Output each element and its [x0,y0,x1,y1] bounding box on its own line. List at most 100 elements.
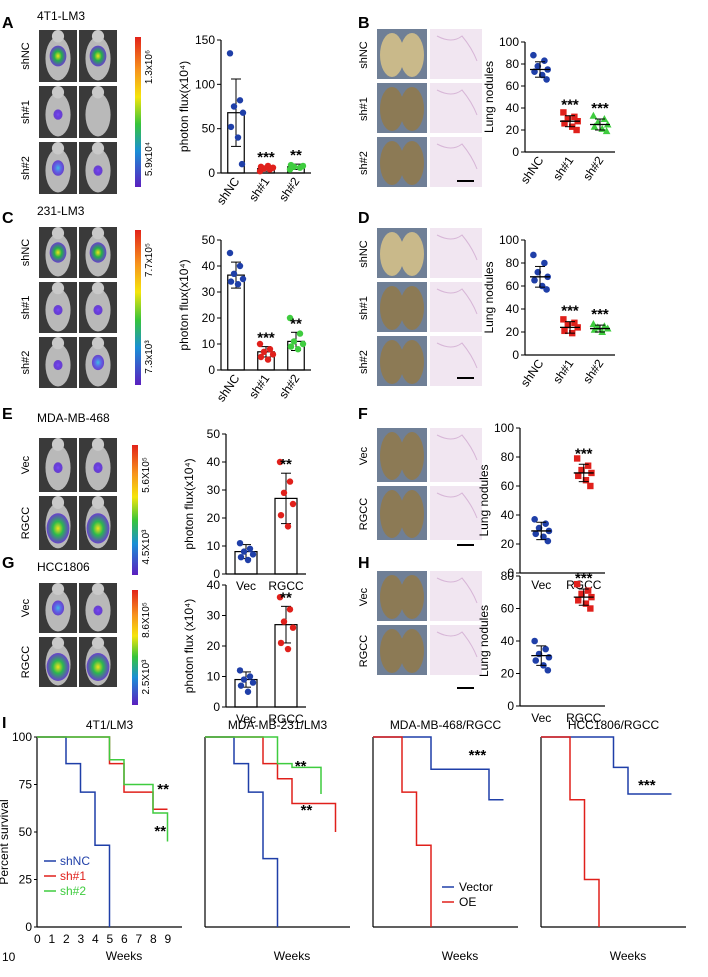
chart-title: MDA-MB-231/LM3 [228,718,328,732]
y-tick-label: 60 [501,602,515,616]
mouse-head [51,438,65,451]
colorbar-max: 7.7x10⁵ [144,243,155,277]
data-point [269,164,277,171]
mouse-head [51,337,65,350]
x-tick-label: 10 [2,950,16,964]
group-label-Vec: Vec [20,455,32,474]
histology-texture [436,234,478,261]
legend-label: sh#1 [60,869,86,883]
data-point [276,594,284,601]
colorbar [135,37,141,187]
significance-mark: *** [561,97,579,114]
data-point [230,103,238,110]
mouse-head [51,496,65,509]
y-tick-label: 20 [207,639,221,653]
y-tick-label: 60 [506,279,520,293]
panel-letter-F: F [358,406,368,423]
lung-right-lobe [400,432,424,480]
significance-mark: *** [257,149,275,166]
mouse-head [91,583,105,595]
data-point [535,524,543,532]
data-point [587,482,594,490]
group-label-Vec: Vec [358,587,370,606]
survival-curve [373,736,504,801]
y-axis-label: Lung nodules [482,261,496,333]
lung-panel-H: Vec RGCC [358,571,482,689]
luminescence-signal [53,109,63,120]
group-label-shNC: shNC [358,240,370,268]
group-label-sh#2: sh#2 [358,151,370,175]
data-point [264,356,272,363]
x-tick-label: sh#1 [246,174,273,204]
colorbar-max: 1.3x10⁶ [144,50,155,84]
luminescence-signal [86,513,110,544]
data-point [538,71,546,79]
y-tick-label: 100 [494,421,514,435]
luminescence-signal [91,354,105,371]
bar-chart-E: 0 10 20 30 40 50 photon flux(x10⁴) Vec ** RGCC [182,427,306,593]
data-point [530,51,537,59]
group-label-sh#2: sh#2 [20,156,32,180]
significance-mark: *** [575,445,593,462]
data-point [227,278,235,285]
data-point [266,346,274,353]
y-tick-label: 50 [202,233,216,247]
y-tick-label: 50 [207,427,221,441]
mouse-head [91,30,105,43]
x-tick-label: sh#1 [550,356,577,386]
colorbar [132,445,138,575]
lung-right-lobe [400,141,424,185]
data-point [244,688,252,695]
data-point [234,134,242,141]
x-tick-label: sh#2 [276,174,303,204]
x-tick-label: RGCC [268,712,304,726]
x-tick-label: 5 [107,932,114,946]
luminescence-signal [86,653,110,681]
significance-mark: *** [575,570,593,587]
data-point [541,57,548,64]
lung-right-lobe [400,629,424,673]
data-point [296,330,304,337]
significance-mark: ** [290,147,302,164]
mouse-head [51,637,65,649]
x-tick-label: 3 [78,932,85,946]
lung-panel-D: shNC sh#1 sh#2 [358,228,482,386]
x-tick-label: sh#2 [276,371,303,401]
y-tick-label: 80 [501,569,515,583]
group-label-RGCC: RGCC [20,507,32,539]
significance-mark: *** [561,303,579,320]
data-point [543,76,550,83]
survival-curve [205,736,322,794]
significance-mark: ** [295,758,307,775]
panel-letter-E: E [2,406,13,423]
y-tick-label: 40 [501,634,515,648]
data-point [239,109,247,116]
histology-texture [436,434,478,461]
significance-mark: ** [154,823,166,840]
data-point [578,466,585,474]
luminescence-signal [49,242,67,263]
survival-chart-I4: HCC1806/RGCC Weeks *** [540,718,686,963]
legend-label: Vector [459,880,493,894]
ivis-panel-E: MDA-MB-468 Vec RGCC 5.6X10⁵ 4.5X10³ [20,411,152,575]
histology-texture [436,288,478,315]
lung-right-lobe [400,286,424,330]
colorbar [135,230,141,385]
data-point [256,340,264,348]
data-point [236,97,244,104]
data-point [560,316,567,323]
survival-curve [205,736,337,832]
panel-letter-H: H [358,555,370,572]
data-point [227,123,235,131]
y-axis-label: photon flux(x10⁴) [177,61,191,152]
mouse-head [91,282,105,295]
lung-left-lobe [380,490,404,538]
mouse-head [91,142,105,155]
significance-mark: ** [280,456,292,473]
data-point [240,548,248,555]
y-tick-label: 40 [207,455,221,469]
luminescence-signal [46,513,70,544]
